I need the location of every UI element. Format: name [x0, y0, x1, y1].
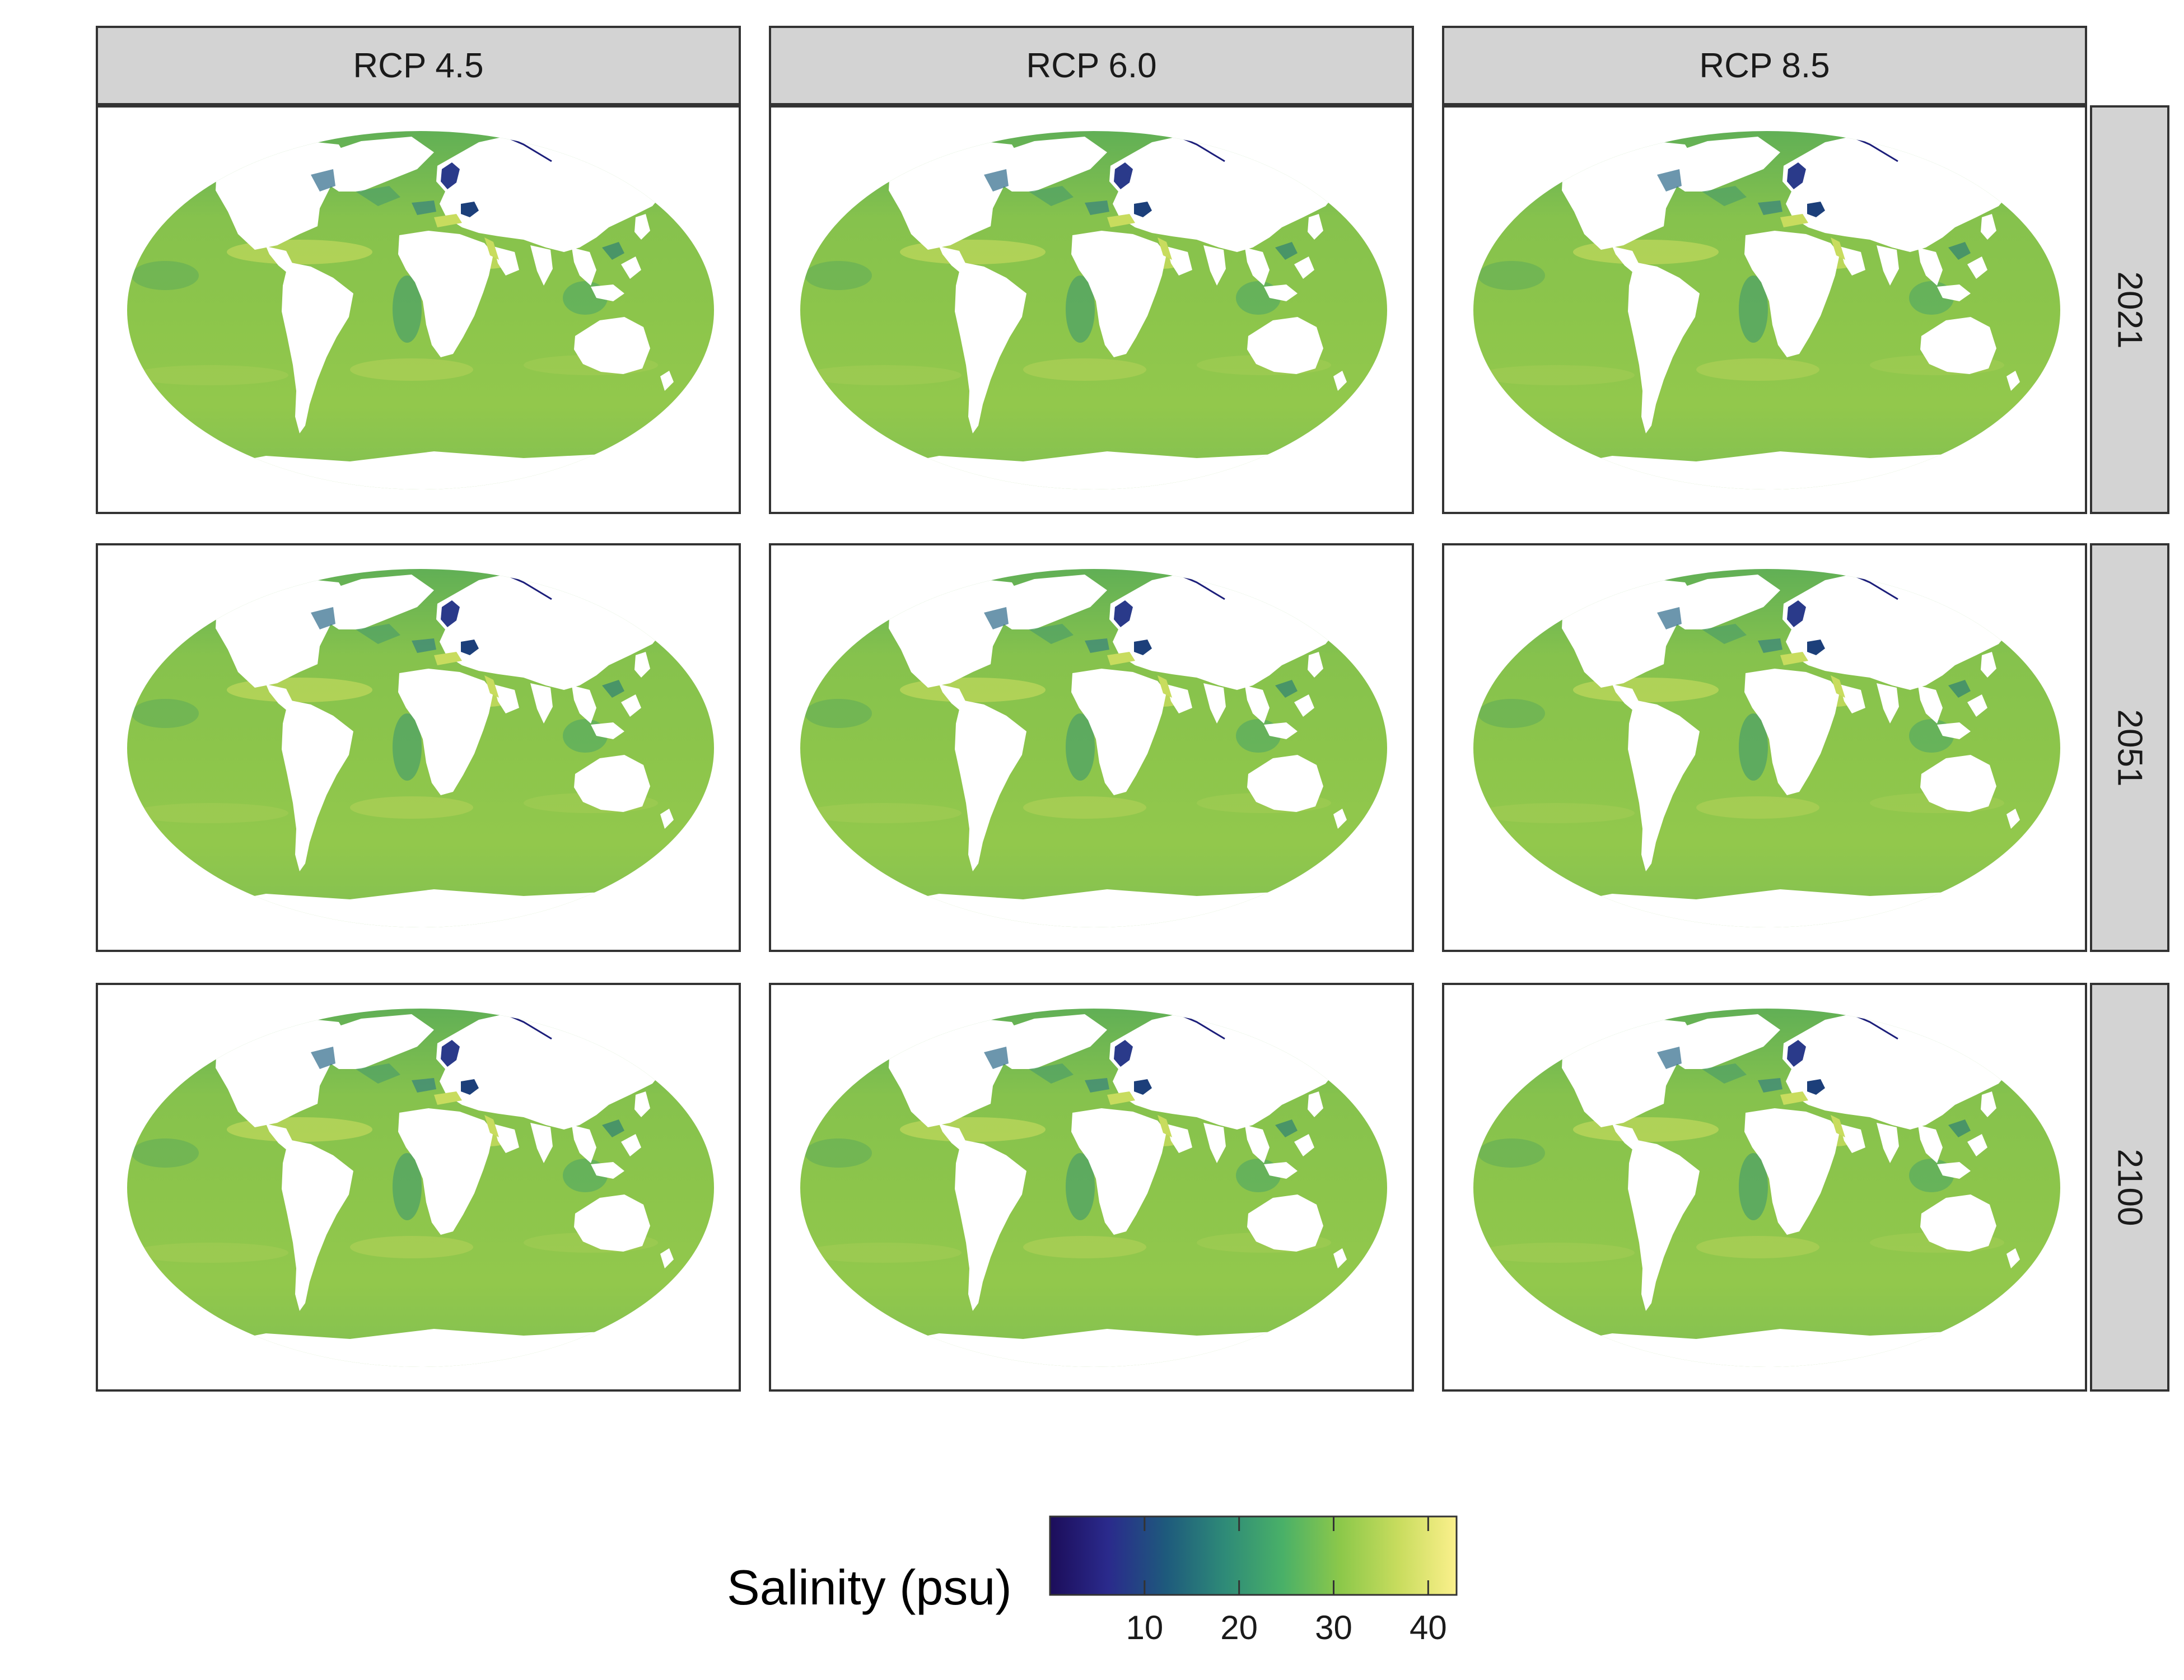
map-panel-rcp60-2051: [769, 543, 1414, 952]
facet-strip-rcp85: RCP 8.5: [1442, 26, 2087, 105]
colorbar-gradient: [1050, 1516, 1457, 1595]
facet-label: 2051: [2110, 709, 2150, 786]
world-map: [1444, 985, 2087, 1392]
map-panel-rcp45-2021: [96, 105, 741, 514]
map-panel-rcp45-2100: [96, 983, 741, 1392]
colorbar-tick-label: 40: [1410, 1608, 1447, 1647]
map-panel-rcp85-2021: [1442, 105, 2087, 514]
world-map: [771, 545, 1414, 952]
facet-label: RCP 6.0: [1026, 46, 1156, 86]
map-panel-rcp45-2051: [96, 543, 741, 952]
map-panel-rcp60-2021: [769, 105, 1414, 514]
world-map: [771, 108, 1414, 514]
map-panel-rcp85-2100: [1442, 983, 2087, 1392]
colorbar-tick-label: 30: [1315, 1608, 1352, 1647]
legend-title: Salinity (psu): [727, 1559, 1012, 1616]
facet-strip-rcp45: RCP 4.5: [96, 26, 741, 105]
world-map: [98, 985, 741, 1392]
facet-strip-2021: 2021: [2090, 105, 2169, 514]
world-map: [771, 985, 1414, 1392]
facet-strip-2100: 2100: [2090, 983, 2169, 1392]
facet-strip-rcp60: RCP 6.0: [769, 26, 1414, 105]
world-map: [98, 545, 741, 952]
world-map: [1444, 545, 2087, 952]
facet-label: 2021: [2110, 271, 2150, 348]
map-panel-rcp85-2051: [1442, 543, 2087, 952]
world-map: [1444, 108, 2087, 514]
colorbar-tick-label: 20: [1220, 1608, 1258, 1647]
facet-label: 2100: [2110, 1149, 2150, 1226]
facet-label: RCP 8.5: [1699, 46, 1830, 86]
map-panel-rcp60-2100: [769, 983, 1414, 1392]
legend-colorbar: [1049, 1515, 1458, 1596]
facet-label: RCP 4.5: [353, 46, 483, 86]
world-map: [98, 108, 741, 514]
facet-strip-2051: 2051: [2090, 543, 2169, 952]
colorbar-tick-label: 10: [1126, 1608, 1163, 1647]
